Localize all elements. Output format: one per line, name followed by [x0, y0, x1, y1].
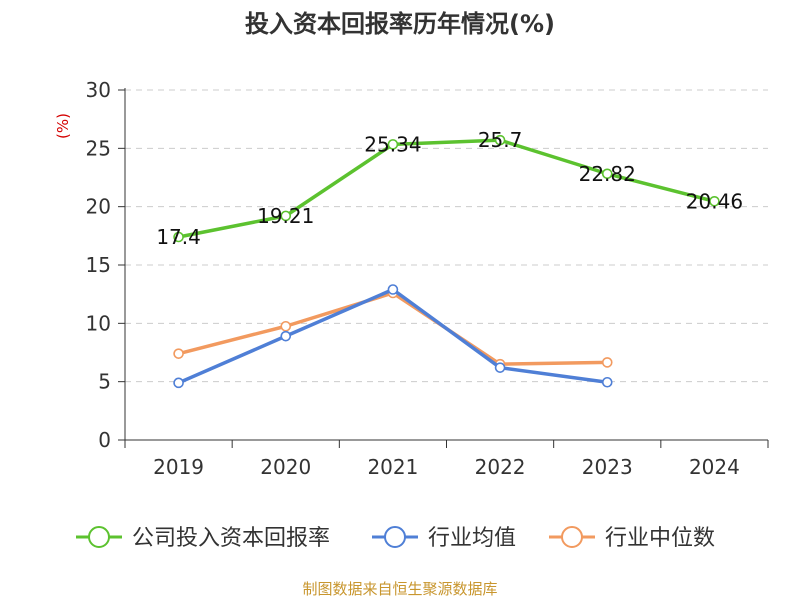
grid-lines	[125, 89, 768, 383]
data-label-2023: 22.82	[579, 162, 636, 186]
x-tick-label-2023: 2023	[582, 455, 633, 479]
axes: 0 5 10 15 20 25 30 2019 2020 2021 2022 2023 2024	[86, 78, 769, 479]
data-point-1-2019	[173, 377, 184, 389]
legend-marker-0	[88, 526, 110, 548]
data-point-2-2023	[601, 357, 613, 368]
y-tick-label-25: 25	[86, 136, 111, 160]
data-point-0-2024	[709, 196, 720, 207]
data-point-2-2019	[173, 348, 184, 359]
legend-label-1: 行业均值	[428, 526, 516, 551]
x-tick-label-2019: 2019	[153, 455, 204, 479]
x-tick-label-2020: 2020	[260, 455, 311, 479]
data-label-2024: 20.46	[686, 189, 743, 213]
legend: 公司投入资本回报率 行业均值 行业中位数	[76, 526, 715, 551]
legend-marker-1	[384, 526, 406, 548]
x-tick-label-2021: 2021	[367, 455, 418, 479]
data-label-2020: 19.21	[257, 204, 314, 228]
data-point-0-2023	[601, 168, 613, 180]
data-point-0-2019	[173, 231, 184, 243]
data-point-1-2022	[494, 362, 506, 373]
y-tick-label-10: 10	[86, 311, 111, 335]
data-label-2022: 25.7	[478, 128, 523, 152]
y-tick-label-30: 30	[86, 78, 111, 102]
series-line-0	[176, 138, 717, 239]
data-labels: 17.4 19.21 25.34 25.7 22.82 20.46	[156, 128, 743, 249]
y-tick-label-20: 20	[86, 195, 111, 219]
data-point-1-2020	[280, 330, 292, 342]
series-layer	[173, 134, 720, 389]
y-tick-label-0: 0	[98, 428, 111, 452]
data-point-0-2020	[280, 210, 292, 222]
x-tick-label-2022: 2022	[475, 455, 526, 479]
chart-title: 投入资本回报率历年情况(%)	[245, 10, 555, 38]
data-point-1-2023	[601, 376, 613, 388]
legend-label-2: 行业中位数	[605, 526, 715, 551]
data-point-2-2020	[280, 320, 292, 332]
y-tick-label-5: 5	[98, 370, 111, 394]
data-source-note: 制图数据来自恒生聚源数据库	[302, 580, 497, 598]
data-label-2019: 17.4	[156, 225, 201, 249]
data-point-1-2021	[387, 284, 399, 295]
data-point-0-2022	[494, 134, 506, 146]
legend-label-0: 公司投入资本回报率	[132, 526, 330, 551]
data-label-2021: 25.34	[364, 132, 421, 156]
data-point-0-2021	[387, 139, 399, 150]
x-tick-label-2024: 2024	[689, 455, 740, 479]
legend-marker-2	[561, 526, 583, 548]
y-tick-label-15: 15	[86, 253, 111, 277]
y-axis-unit: (%)	[54, 113, 72, 139]
